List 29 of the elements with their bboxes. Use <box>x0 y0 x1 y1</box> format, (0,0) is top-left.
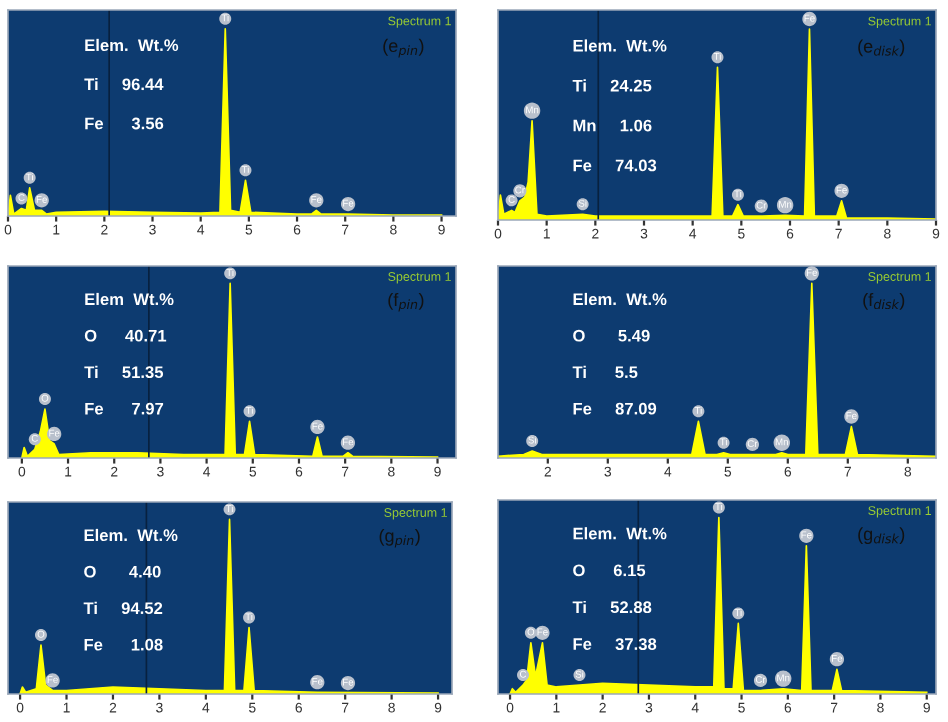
annotation: Fe 74.03 <box>573 159 657 172</box>
annotation: (f$_{disk}$) <box>863 292 905 310</box>
annotation: (e$_{pin}$) <box>383 38 424 58</box>
annotation: Elem. Wt.% <box>573 39 667 52</box>
annotation: Fe 7.97 <box>85 402 164 415</box>
annotation: O 40.71 <box>84 329 167 342</box>
annotation: (e$_{disk}$) <box>858 39 905 57</box>
annotation: Elem. Wt.% <box>85 38 179 52</box>
annotation: O 4.40 <box>84 565 161 578</box>
annotation: Fe 37.38 <box>573 638 657 651</box>
annotation: Ti 24.25 <box>572 79 652 92</box>
annotation: Mn 1.06 <box>573 119 652 132</box>
annotation: O 5.49 <box>573 329 650 342</box>
annotation: Elem Wt.% <box>85 292 174 306</box>
annotation: Fe 87.09 <box>573 402 657 415</box>
annotation: (g$_{pin}$) <box>379 528 420 548</box>
annotation: O 6.15 <box>573 564 646 577</box>
annotation: Elem. Wt.% <box>573 292 667 306</box>
annotation: Ti 5.5 <box>572 365 638 379</box>
annotation: Ti 51.35 <box>84 365 164 379</box>
annotation: Elem. Wt.% <box>573 527 667 540</box>
annotation: Ti 96.44 <box>84 77 164 91</box>
annotation: Fe 1.08 <box>84 638 163 651</box>
annotation: (f$_{pin}$) <box>388 292 424 312</box>
annotation: Ti 52.88 <box>572 600 652 614</box>
annotation: Fe 3.56 <box>85 117 164 130</box>
annotation: Ti 94.52 <box>83 601 163 615</box>
annotation: (g$_{disk}$) <box>858 527 905 544</box>
annotation: Elem. Wt.% <box>84 528 178 542</box>
